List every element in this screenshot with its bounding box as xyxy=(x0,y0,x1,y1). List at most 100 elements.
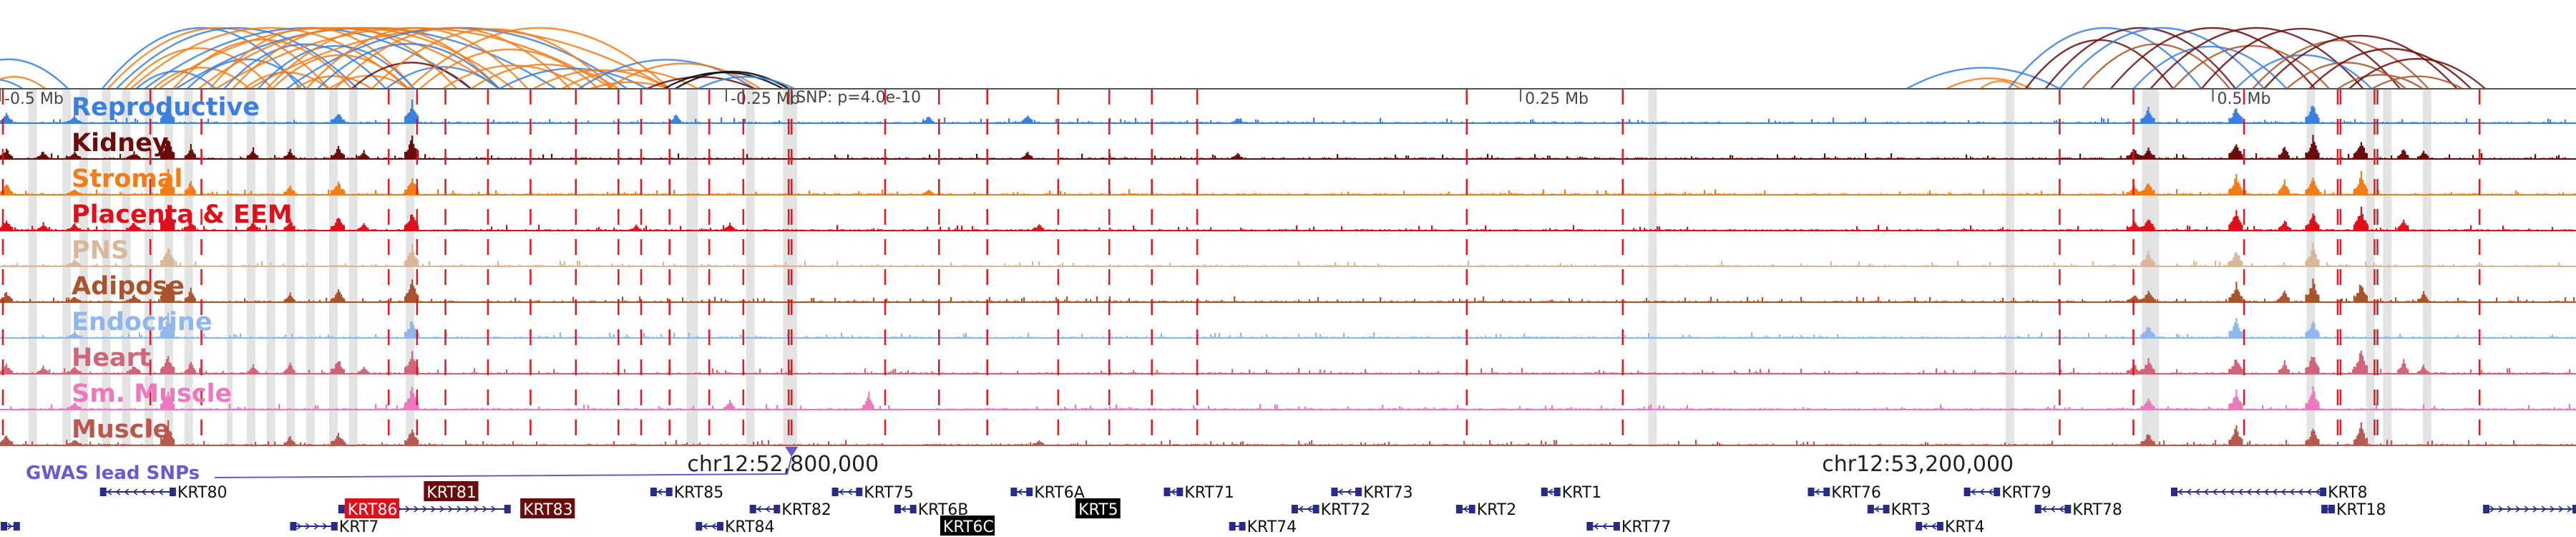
signal-bar xyxy=(1856,193,1858,195)
signal-bar xyxy=(1139,230,1141,231)
highlight-bands xyxy=(28,89,2431,447)
signal-bar xyxy=(420,194,422,195)
signal-bar xyxy=(2107,118,2109,123)
signal-bar xyxy=(699,122,701,123)
signal-bar xyxy=(1322,158,1324,159)
signal-bar xyxy=(2569,229,2571,231)
signal-bar xyxy=(856,193,858,195)
signal-bar xyxy=(2541,158,2543,159)
signal-bar xyxy=(1073,158,1075,159)
peak-bar xyxy=(2140,190,2142,195)
signal-bar xyxy=(1742,122,1745,123)
signal-bar xyxy=(1710,158,1712,159)
signal-bar xyxy=(2193,194,2195,195)
signal-bar xyxy=(1281,194,1283,195)
signal-bar xyxy=(1476,228,1478,231)
signal-bar xyxy=(570,265,572,266)
signal-bar xyxy=(1390,122,1392,123)
signal-bar xyxy=(1395,122,1397,123)
signal-bar xyxy=(684,158,686,159)
signal-bar xyxy=(609,122,611,123)
signal-bar xyxy=(697,193,699,195)
signal-bar xyxy=(2558,122,2560,123)
peak-bar xyxy=(413,110,415,123)
signal-bar xyxy=(615,122,618,123)
peak-bar xyxy=(38,228,40,231)
signal-bar xyxy=(1307,265,1309,266)
signal-bar xyxy=(557,229,560,231)
signal-bar xyxy=(375,228,377,231)
signal-bar xyxy=(2427,229,2429,231)
signal-bar xyxy=(985,229,987,231)
signal-bar xyxy=(512,121,514,123)
signal-bar xyxy=(1459,229,1461,231)
signal-bar xyxy=(180,193,182,195)
signal-bar xyxy=(1268,122,1270,123)
signal-bar xyxy=(433,158,435,159)
signal-bar xyxy=(774,122,776,123)
signal-bar xyxy=(1938,228,1940,231)
signal-bar xyxy=(678,153,680,159)
signal-bar xyxy=(2268,122,2270,123)
signal-bar xyxy=(1028,228,1030,231)
signal-bar xyxy=(1665,157,1667,159)
signal-bar xyxy=(244,122,246,123)
signal-bar xyxy=(1727,229,1729,231)
signal-bar xyxy=(2414,229,2416,231)
peak-bar xyxy=(69,120,72,123)
signal-bar xyxy=(746,154,748,159)
peak-bar xyxy=(6,148,8,159)
peak-bar xyxy=(2312,105,2314,123)
peak-bar xyxy=(1025,117,1028,123)
signal-bar xyxy=(789,230,791,231)
signal-bar xyxy=(1403,190,1405,195)
signal-bar xyxy=(660,230,663,231)
signal-bar xyxy=(1951,193,1953,195)
signal-bar xyxy=(766,122,768,123)
signal-bar xyxy=(914,122,916,123)
signal-bar xyxy=(1547,194,1549,195)
signal-bar xyxy=(1815,158,1818,159)
signal-bar xyxy=(817,193,819,195)
signal-bar xyxy=(2485,230,2487,231)
signal-bar xyxy=(435,193,437,195)
peak-bar xyxy=(129,155,131,159)
signal-bar xyxy=(31,193,34,195)
signal-bar xyxy=(1798,194,1800,195)
peak-bar xyxy=(2308,223,2310,231)
signal-bar xyxy=(897,158,899,159)
peak-bar xyxy=(0,155,2,159)
signal-bar xyxy=(1553,121,1556,123)
signal-bar xyxy=(967,193,970,195)
signal-bar xyxy=(1416,193,1418,195)
signal-bar xyxy=(1648,122,1650,123)
peak-bar xyxy=(291,222,293,231)
signal-bar xyxy=(1757,122,1760,123)
signal-bar xyxy=(1882,122,1884,123)
signal-bar xyxy=(57,194,59,195)
signal-bar xyxy=(1478,230,1480,231)
signal-bar xyxy=(961,226,963,231)
peak-bar xyxy=(78,120,80,123)
signal-bar xyxy=(909,229,912,231)
peak-bar xyxy=(361,225,364,231)
signal-bar xyxy=(1326,158,1328,159)
signal-bar xyxy=(1309,157,1311,159)
signal-bar xyxy=(1244,193,1246,195)
signal-bar xyxy=(1828,158,1830,159)
signal-bar xyxy=(757,158,759,159)
signal-bar xyxy=(1345,265,1347,266)
signal-bar xyxy=(235,193,238,195)
peak-bar xyxy=(2241,117,2243,123)
signal-bar xyxy=(2006,193,2009,195)
signal-bar xyxy=(2086,229,2088,231)
peak-bar xyxy=(252,221,255,231)
peak-bar xyxy=(4,223,6,231)
signal-bar xyxy=(2039,265,2041,266)
signal-bar xyxy=(2530,229,2532,231)
peak-bar xyxy=(1236,118,1239,123)
signal-bar xyxy=(270,158,272,159)
signal-bar xyxy=(36,265,38,266)
signal-bar xyxy=(568,158,570,159)
signal-bar xyxy=(1575,230,1577,231)
